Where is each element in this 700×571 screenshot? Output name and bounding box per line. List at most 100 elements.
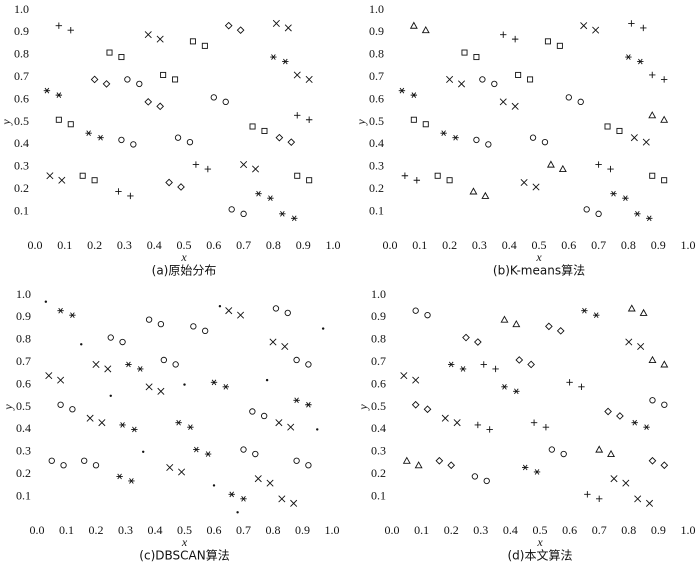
point xyxy=(398,87,406,94)
point xyxy=(491,80,498,88)
point xyxy=(410,92,418,98)
x-tick-label: 0.7 xyxy=(591,238,606,252)
x-tick-label: 0.9 xyxy=(651,238,666,252)
point xyxy=(145,316,153,323)
point xyxy=(479,76,486,83)
point xyxy=(607,449,616,458)
point xyxy=(144,98,153,106)
x-tick-label: 0.3 xyxy=(472,238,487,252)
y-tick-label: 0.4 xyxy=(369,136,384,150)
point xyxy=(515,71,522,78)
point xyxy=(409,21,418,29)
x-tick-label: 0.7 xyxy=(592,523,607,537)
x-tick-label: 0.4 xyxy=(147,238,162,252)
point xyxy=(512,319,521,328)
point xyxy=(166,463,174,471)
point xyxy=(269,338,277,346)
point xyxy=(212,484,216,487)
point xyxy=(279,211,286,217)
point xyxy=(646,215,653,222)
point xyxy=(628,20,635,27)
point xyxy=(499,98,507,106)
point xyxy=(287,138,296,146)
point xyxy=(144,31,152,39)
y-tick-label: 0.9 xyxy=(14,24,29,38)
point xyxy=(210,379,218,386)
y-tick-label: 1.0 xyxy=(16,287,31,301)
point xyxy=(545,322,553,331)
point xyxy=(548,446,556,453)
point xyxy=(80,343,83,346)
y-tick-label: 0.8 xyxy=(369,47,384,61)
y-tick-label: 0.2 xyxy=(369,181,384,195)
y-tick-label: 0.5 xyxy=(14,114,29,128)
y-tick-label: 0.1 xyxy=(16,488,31,502)
point xyxy=(637,343,645,351)
point xyxy=(541,138,549,146)
point xyxy=(305,462,312,469)
point xyxy=(290,499,298,507)
point xyxy=(630,134,638,142)
point xyxy=(278,495,286,503)
point xyxy=(640,24,647,32)
point xyxy=(284,24,292,32)
x-tick-label: 1.0 xyxy=(681,523,696,537)
point xyxy=(515,356,524,364)
point xyxy=(249,408,256,415)
y-tick-label: 0.2 xyxy=(14,181,29,195)
point xyxy=(177,183,185,191)
point xyxy=(625,54,632,60)
point xyxy=(210,94,217,101)
y-tick-label: 0.8 xyxy=(371,332,386,346)
point xyxy=(546,160,555,168)
point xyxy=(119,422,126,428)
point xyxy=(57,401,64,408)
y-axis-label: y xyxy=(0,119,13,126)
point xyxy=(222,384,229,390)
point xyxy=(156,102,164,111)
point xyxy=(45,372,53,380)
x-tick-label: 0.4 xyxy=(502,238,517,252)
y-tick-label: 0.7 xyxy=(16,354,31,368)
point xyxy=(272,19,280,27)
point xyxy=(305,361,312,368)
point xyxy=(595,161,602,168)
point xyxy=(293,457,300,464)
point xyxy=(186,138,194,146)
point xyxy=(145,383,153,391)
panel-caption: (a)原始分布 xyxy=(152,264,217,278)
point xyxy=(501,384,508,390)
y-tick-label: 0.3 xyxy=(369,159,384,173)
point xyxy=(596,495,603,503)
point xyxy=(86,414,94,422)
point xyxy=(201,42,208,49)
y-tick-label: 0.2 xyxy=(16,466,31,480)
point xyxy=(565,94,572,101)
point xyxy=(281,343,289,351)
y-tick-label: 0.4 xyxy=(16,421,31,435)
point xyxy=(131,426,138,433)
point xyxy=(81,457,88,464)
point xyxy=(474,421,482,429)
point xyxy=(236,26,245,34)
point xyxy=(533,469,541,475)
point xyxy=(282,58,289,65)
point xyxy=(190,323,197,330)
point xyxy=(275,419,283,427)
point xyxy=(532,183,540,191)
point xyxy=(661,401,668,408)
point xyxy=(79,172,86,179)
x-tick-label: 0.2 xyxy=(87,238,102,252)
point xyxy=(294,172,301,179)
x-tick-label: 0.0 xyxy=(28,238,43,252)
point xyxy=(306,177,313,184)
point xyxy=(201,327,209,335)
point xyxy=(435,456,444,465)
point xyxy=(178,468,186,476)
y-tick-label: 0.1 xyxy=(14,203,29,217)
point xyxy=(616,412,624,420)
point xyxy=(486,426,493,433)
point xyxy=(294,112,301,119)
point xyxy=(446,75,454,83)
